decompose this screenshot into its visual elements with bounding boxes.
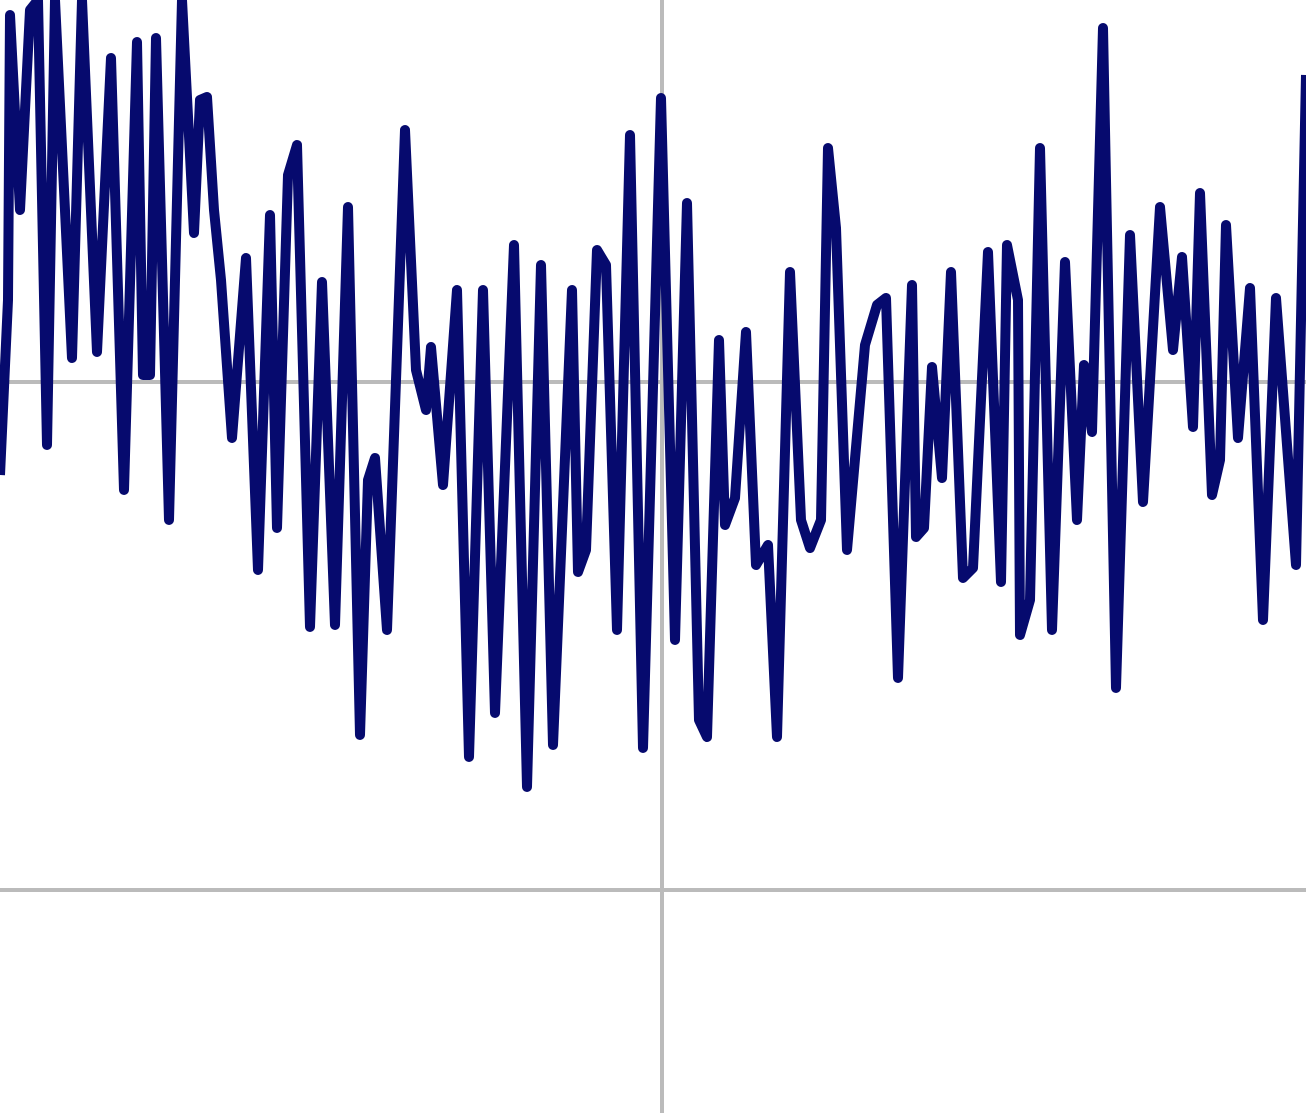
data-line [0,0,1306,792]
